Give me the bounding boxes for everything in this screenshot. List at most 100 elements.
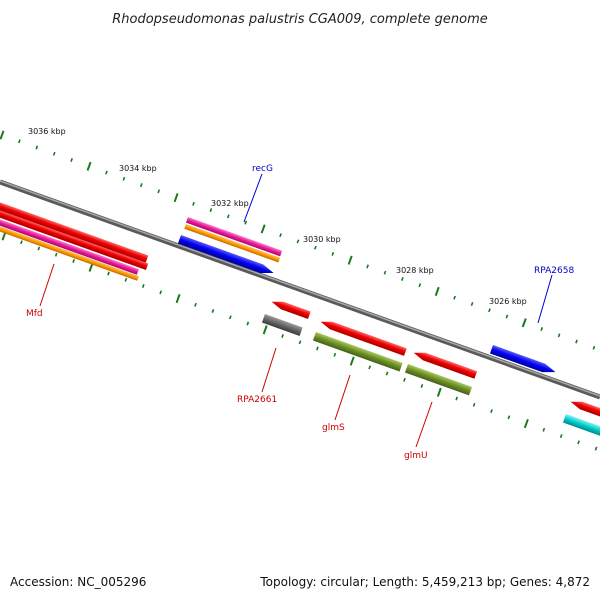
inner-ruler-minor-tick (542, 427, 546, 432)
ruler-minor-tick (157, 189, 161, 194)
tick-label-3036: 3036 kbp (28, 127, 66, 136)
feature-red-edge[interactable] (569, 398, 600, 420)
feature-olive-glms[interactable] (312, 332, 403, 372)
leader-line-rpa2661 (261, 347, 277, 393)
inner-ruler-minor-tick (124, 277, 128, 282)
leader-line-glmu (415, 401, 433, 448)
ruler-minor-tick (192, 201, 195, 206)
ruler-minor-tick (296, 239, 300, 244)
ruler-minor-tick (314, 245, 317, 250)
ruler-minor-tick (540, 327, 544, 331)
ruler-minor-tick (209, 208, 213, 213)
feature-gray-rpa2661[interactable] (261, 314, 303, 336)
gene-label-recg[interactable]: recG (252, 164, 273, 174)
inner-ruler-major-tick (436, 387, 442, 397)
genome-backbone (0, 179, 600, 400)
ruler-minor-tick (383, 270, 387, 275)
ruler-minor-tick (35, 145, 39, 150)
inner-ruler-minor-tick (20, 240, 23, 245)
ruler-minor-tick (557, 333, 561, 338)
ruler-major-tick (0, 130, 5, 140)
feature-magenta-mfd[interactable] (0, 205, 139, 275)
inner-ruler-minor-tick (281, 334, 284, 338)
gene-label-glms[interactable]: glmS (322, 423, 345, 433)
inner-ruler (1, 231, 598, 451)
inner-ruler-minor-tick (159, 290, 163, 295)
ruler-major-tick (434, 286, 440, 297)
feature-cyan-edge[interactable] (562, 414, 600, 438)
inner-ruler-minor-tick (385, 371, 389, 376)
feature-magenta-recg[interactable] (185, 217, 283, 257)
inner-ruler-minor-tick (194, 302, 197, 307)
ruler-major-tick (86, 161, 92, 171)
inner-ruler-minor-tick (141, 284, 145, 288)
inner-ruler-minor-tick (420, 384, 424, 388)
feature-red-glms[interactable] (319, 318, 407, 356)
tick-label-3028: 3028 kbp (396, 266, 434, 275)
feature-blue-recg[interactable] (177, 235, 275, 277)
ruler-minor-tick (52, 151, 56, 156)
inner-ruler-minor-tick (211, 309, 215, 313)
ruler-minor-tick (575, 339, 578, 344)
leader-line-mfd (39, 263, 55, 307)
gene-label-rpa2661[interactable]: RPA2661 (237, 395, 277, 405)
inner-ruler-minor-tick (72, 259, 76, 263)
feature-orange-mfd[interactable] (0, 212, 139, 281)
accession-text: Accession: NC_005296 (10, 575, 146, 589)
ruler-minor-tick (470, 302, 474, 306)
feature-red-glmu[interactable] (412, 349, 478, 379)
feature-blue-rpa2658[interactable] (489, 345, 557, 376)
leader-line-glms (334, 374, 351, 421)
feature-red-upper[interactable] (0, 188, 149, 263)
tick-label-3030: 3030 kbp (303, 235, 341, 244)
ruler-minor-tick (488, 308, 491, 313)
inner-ruler-major-tick (523, 418, 529, 429)
ruler-major-tick (347, 255, 353, 265)
ruler-minor-tick (105, 170, 108, 175)
genome-summary-text: Topology: circular; Length: 5,459,213 bp… (259, 575, 590, 589)
inner-ruler-minor-tick (246, 321, 250, 326)
ruler-major-tick (521, 318, 527, 328)
tick-label-3026: 3026 kbp (489, 297, 527, 306)
leader-lines (39, 173, 553, 448)
ruler-major-tick (173, 193, 179, 203)
feature-olive-glmu[interactable] (404, 364, 473, 396)
inner-ruler-minor-tick (54, 252, 58, 257)
inner-ruler-major-tick (262, 325, 268, 335)
ruler-minor-tick (70, 158, 73, 162)
inner-ruler-minor-tick (559, 434, 563, 439)
ruler-minor-tick (453, 295, 456, 300)
inner-ruler-minor-tick (490, 409, 493, 413)
inner-ruler-minor-tick (368, 365, 372, 370)
ruler-minor-tick (279, 233, 282, 238)
inner-ruler-minor-tick (228, 315, 232, 320)
feature-orange-recg[interactable] (184, 224, 281, 263)
inner-ruler-minor-tick (298, 340, 302, 345)
ruler-minor-tick (592, 345, 596, 350)
leader-line-recg (243, 173, 263, 223)
inner-ruler-minor-tick (37, 246, 41, 251)
ruler-minor-tick (366, 264, 369, 269)
feature-red-mid[interactable] (0, 196, 149, 271)
inner-ruler-minor-tick (333, 352, 337, 357)
gene-label-mfd[interactable]: Mfd (26, 309, 43, 319)
inner-ruler-minor-tick (455, 396, 459, 401)
tick-label-3032: 3032 kbp (211, 199, 249, 208)
inner-ruler-minor-tick (472, 402, 476, 407)
gene-label-glmu[interactable]: glmU (404, 451, 428, 461)
leader-line-rpa2658 (537, 274, 553, 324)
ruler-minor-tick (139, 183, 143, 188)
ruler-minor-tick (226, 214, 230, 219)
inner-ruler-minor-tick (316, 346, 319, 351)
ruler-minor-tick (244, 220, 248, 225)
inner-ruler-major-tick (175, 293, 181, 304)
inner-ruler-minor-tick (507, 415, 511, 420)
gene-features (0, 188, 600, 438)
ruler-minor-tick (122, 176, 126, 181)
feature-red-rpa2661-top[interactable] (270, 298, 311, 320)
gene-label-rpa2658[interactable]: RPA2658 (534, 266, 574, 276)
inner-ruler-minor-tick (107, 271, 110, 276)
ruler-minor-tick (401, 277, 404, 281)
ruler-minor-tick (505, 314, 509, 319)
